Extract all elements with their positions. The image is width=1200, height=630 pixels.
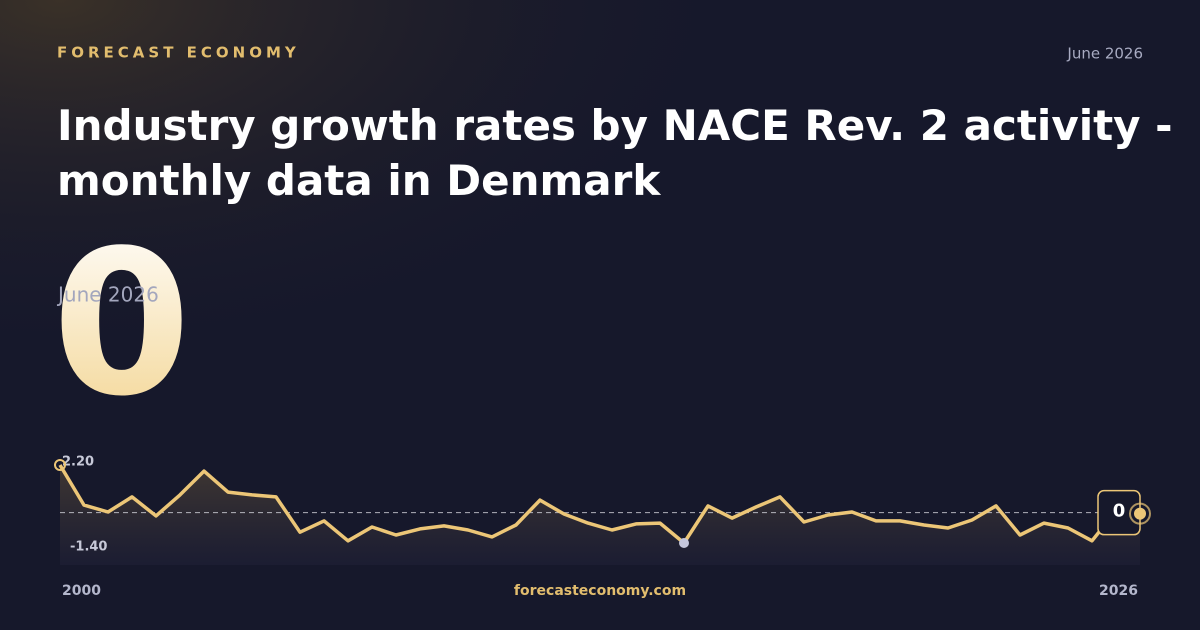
end-label: 0 bbox=[1113, 501, 1126, 522]
x-tick-label: 2000 bbox=[62, 583, 101, 599]
end-ring bbox=[1129, 502, 1151, 525]
date: June 2026 bbox=[1066, 45, 1143, 63]
end-point bbox=[1134, 507, 1146, 520]
start-point bbox=[54, 459, 66, 471]
min-point bbox=[679, 538, 689, 548]
y-tick-label: -1.40 bbox=[70, 540, 107, 555]
x-tick-label: 2026 bbox=[1099, 583, 1138, 599]
y-tick-label: 2.20 bbox=[62, 455, 94, 470]
brand: FORECAST ECONOMY bbox=[57, 44, 300, 62]
latest-value: 0 bbox=[52, 208, 191, 441]
website: forecasteconomy.com bbox=[514, 583, 686, 599]
area bbox=[60, 465, 1140, 565]
chart-title: Industry growth rates by NACE Rev. 2 act… bbox=[57, 101, 1173, 205]
line bbox=[58, 464, 1141, 545]
sparkline: 2.20 -1.40 2000 2026 0 bbox=[54, 455, 1151, 599]
latest-date: June 2026 bbox=[56, 283, 159, 307]
